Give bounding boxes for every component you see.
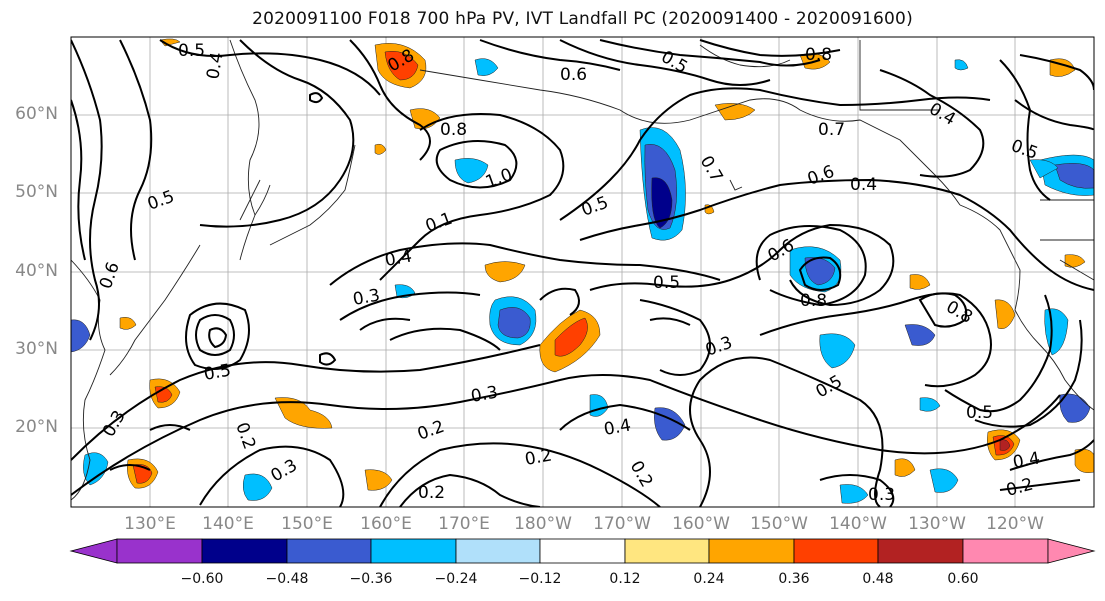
contour-label: 0.4 [850,175,877,195]
contour-label: 0.6 [560,65,587,85]
map-frame [70,36,1095,508]
map-area: 0.5 0.4 0.8 0.6 0.8 0.5 0.7 0.8 0.7 0.6 … [71,37,1094,507]
colorbar-tick-label: 0.24 [693,571,725,587]
lon-label: 140°E [202,514,254,534]
colorbar-bin [116,538,203,564]
contour-label: 0.2 [523,446,553,470]
contour-label: 0.4 [1011,449,1041,473]
lon-label: 180°W [514,514,572,534]
colorbar-tick-label: −0.12 [518,571,562,587]
colorbar-tick-label: 0.60 [947,571,979,587]
lat-label: 20°N [15,417,58,437]
lon-label: 170°W [593,514,651,534]
lat-label: 60°N [15,104,58,124]
colorbar-under-extension [69,538,118,564]
lon-label: 130°E [124,514,176,534]
contour-label: 0.7 [818,120,845,140]
lon-label: 150°E [281,514,333,534]
colorbar-tick-label: 0.12 [609,571,641,587]
contour-label: 0.5 [966,403,993,423]
colorbar-bin [962,538,1049,564]
negative-anomaly-shading [71,58,1094,504]
colorbar-tick-label: 0.36 [778,571,810,587]
colorbar-bin [539,538,626,564]
lon-label: 160°W [672,514,730,534]
colorbar-bin [793,538,879,564]
contour-label: 0.5 [202,361,232,385]
lon-label: 150°W [750,514,808,534]
colorbar-tick-label: −0.24 [434,571,478,587]
lat-label: 30°N [15,339,58,359]
contour-label: 0.4 [602,416,632,440]
contour-label: 0.8 [800,291,827,311]
lon-label: 130°W [908,514,966,534]
lat-label: 40°N [15,261,58,281]
colorbar-bin [708,538,795,564]
contour-label: 0.2 [418,483,445,503]
colorbar-bin [455,538,541,564]
colorbar-tick-label: −0.48 [265,571,309,587]
contour-label: 0.3 [351,286,381,310]
lon-label: 120°W [986,514,1044,534]
lon-label: 160°E [360,514,412,534]
colorbar-bin [370,538,457,564]
lat-label: 50°N [15,182,58,202]
contour-label: 0.5 [178,41,205,61]
contour-label: 0.3 [868,485,895,505]
pv-contours [71,39,1094,507]
contour-label: 0.5 [653,273,680,293]
colorbar-tick-label: −0.36 [349,571,393,587]
colorbar-bin [201,538,288,564]
colorbar-tick-label: 0.48 [862,571,894,587]
colorbar [69,538,1096,564]
colorbar-bin [624,538,710,564]
contour-label: 0.8 [440,120,467,140]
figure-title: 2020091100 F018 700 hPa PV, IVT Landfall… [252,9,913,29]
colorbar-bin [286,538,372,564]
colorbar-over-extension [1047,538,1096,564]
colorbar-bin [877,538,964,564]
colorbar-tick-label: −0.60 [180,571,224,587]
lon-label: 140°W [829,514,887,534]
contour-label: 0.4 [383,247,413,271]
lon-label: 170°E [438,514,490,534]
contour-label: 0.4 [203,51,227,81]
contour-label: 0.3 [469,383,499,407]
contour-label: 0.8 [805,45,832,65]
